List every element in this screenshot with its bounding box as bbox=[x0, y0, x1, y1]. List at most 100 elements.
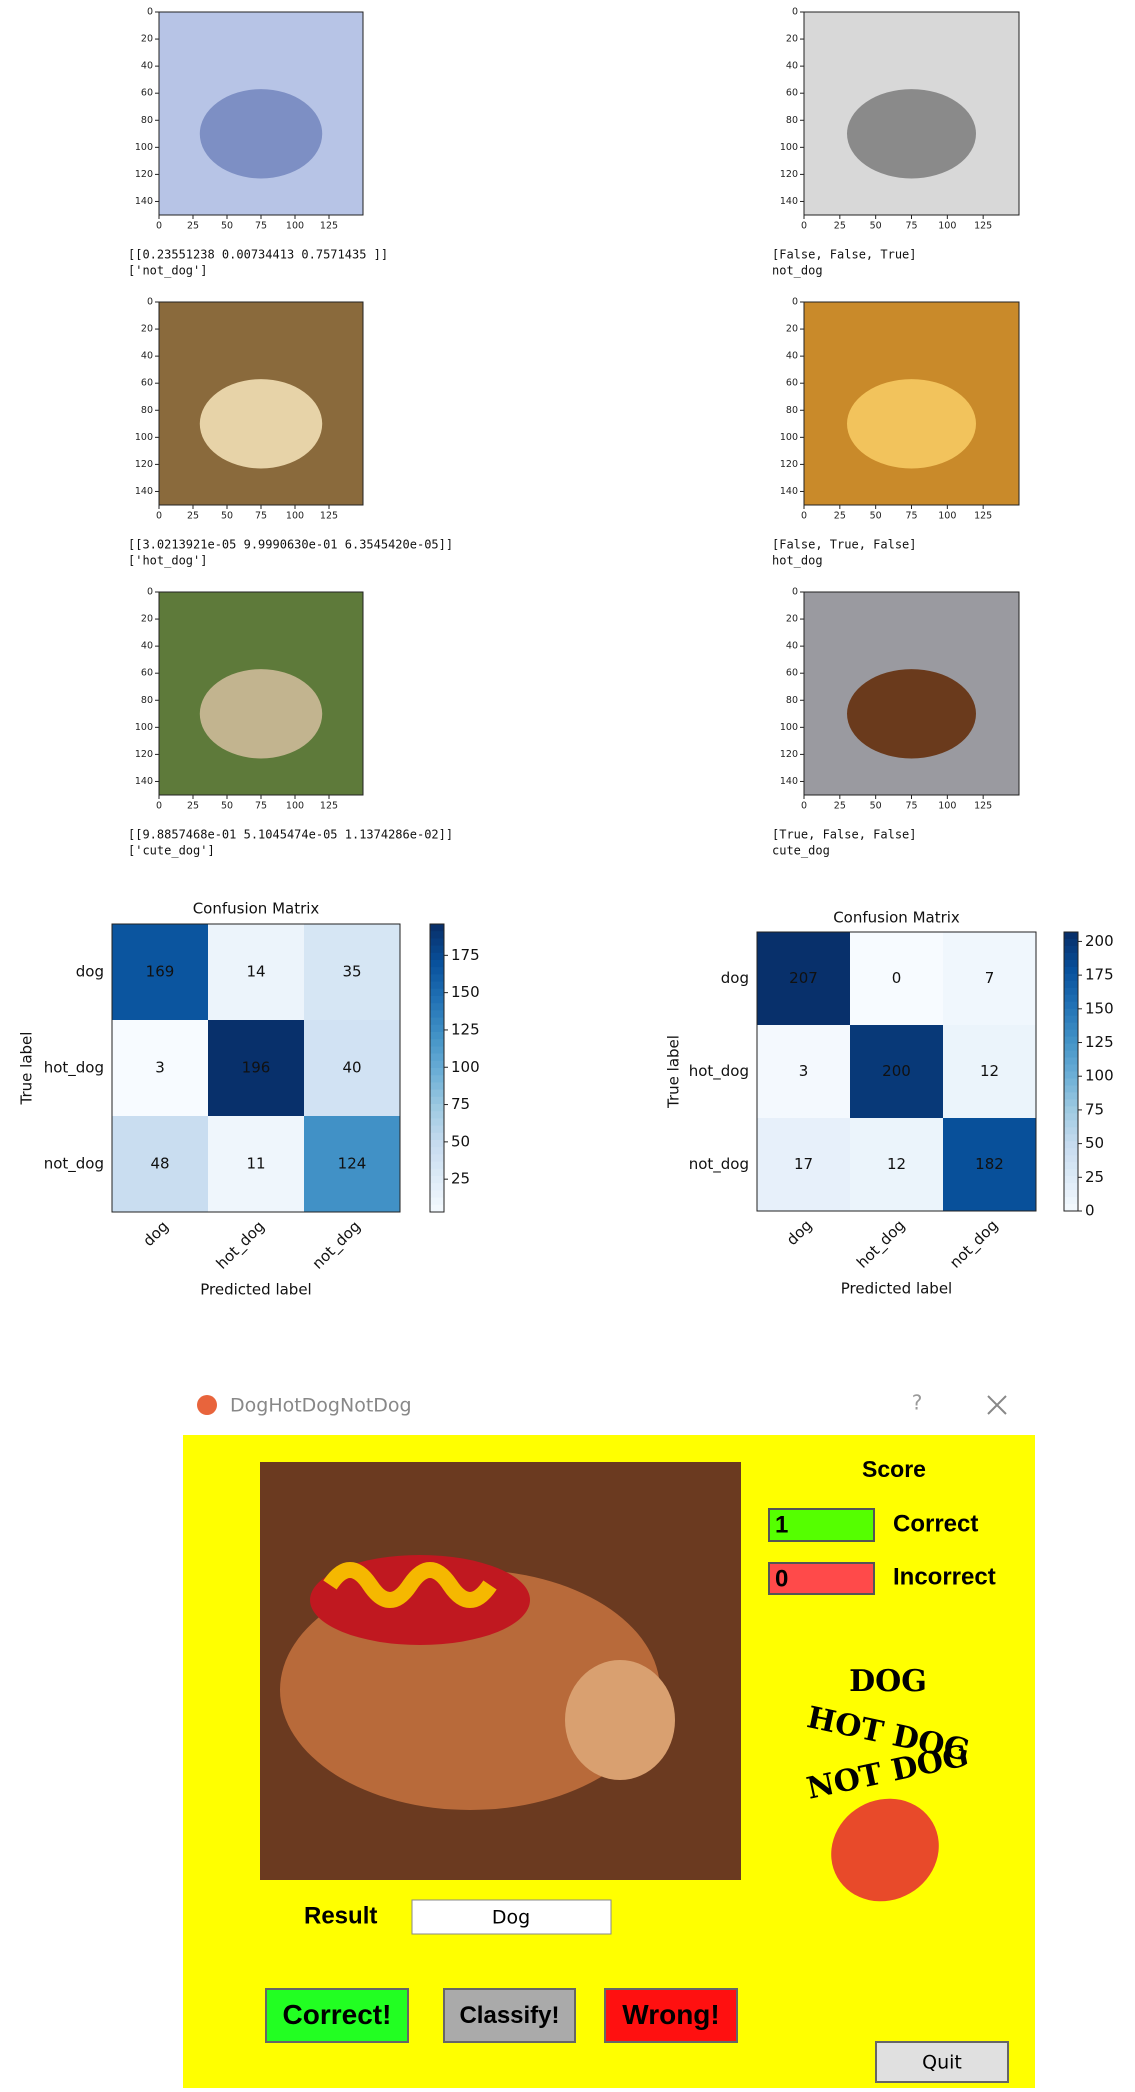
colorbar-step bbox=[1064, 980, 1078, 989]
y-tick-label: 80 bbox=[786, 115, 798, 126]
cell-output: ['hot_dog'] bbox=[128, 554, 207, 568]
x-tick-label: 125 bbox=[320, 801, 338, 812]
colorbar-step bbox=[1064, 966, 1078, 975]
colorbar-step bbox=[1064, 952, 1078, 961]
colorbar-step bbox=[430, 1060, 444, 1069]
cm-value: 3 bbox=[799, 1062, 809, 1080]
button-label[interactable]: Correct! bbox=[283, 1999, 392, 2030]
y-tick-label: 80 bbox=[141, 695, 153, 706]
colorbar-step bbox=[1064, 1022, 1078, 1031]
y-tick-label: 100 bbox=[135, 142, 153, 153]
correct-count: 1 bbox=[775, 1511, 788, 1538]
cell-output: [[0.23551238 0.00734413 0.7571435 ]] bbox=[128, 248, 388, 262]
y-tick-label: 120 bbox=[135, 749, 153, 760]
y-tick-label: 20 bbox=[786, 324, 798, 335]
y-tick-label: 0 bbox=[792, 587, 798, 598]
colorbar-step bbox=[430, 1053, 444, 1062]
cell-output: [False, True, False] bbox=[772, 538, 917, 552]
colorbar-step bbox=[430, 967, 444, 975]
button[interactable] bbox=[604, 1988, 738, 2043]
colorbar-step bbox=[1064, 1176, 1078, 1184]
colorbar-step bbox=[430, 1017, 444, 1026]
colorbar-step bbox=[1064, 1120, 1078, 1128]
cm-value: 7 bbox=[985, 969, 995, 987]
cm-cell bbox=[757, 1118, 850, 1211]
colorbar-step bbox=[430, 1125, 444, 1134]
x-tick-label: 100 bbox=[286, 801, 304, 812]
colorbar-step bbox=[1064, 1092, 1078, 1100]
colorbar-step bbox=[430, 1032, 444, 1040]
y-tick-label: 20 bbox=[141, 34, 153, 45]
colorbar-step bbox=[1064, 1050, 1078, 1059]
colorbar-step bbox=[430, 1003, 444, 1011]
y-tick-label: 80 bbox=[786, 405, 798, 416]
cm-value: 35 bbox=[342, 963, 361, 981]
title-bar bbox=[183, 1388, 1035, 1435]
colorbar-label: 100 bbox=[451, 1058, 480, 1076]
button[interactable] bbox=[875, 2041, 1009, 2083]
y-tick-label: 60 bbox=[786, 668, 798, 679]
cm-frame bbox=[756, 931, 1037, 1212]
x-tick-label: 25 bbox=[187, 511, 199, 522]
colorbar-step bbox=[1064, 1008, 1078, 1017]
score-title: Score bbox=[862, 1456, 926, 1482]
cell-output: ['not_dog'] bbox=[128, 264, 207, 278]
x-tick-label: 75 bbox=[905, 801, 917, 812]
y-tick-label: 100 bbox=[135, 432, 153, 443]
incorrect-count: 0 bbox=[775, 1565, 788, 1592]
colorbar-step bbox=[430, 981, 444, 990]
cm-cell bbox=[943, 932, 1036, 1025]
button-label[interactable]: Classify! bbox=[459, 2002, 559, 2029]
close-button[interactable] bbox=[987, 1395, 1007, 1415]
colorbar-step bbox=[1064, 932, 1078, 940]
button-label[interactable]: Wrong! bbox=[622, 1999, 719, 2030]
cm-title: Confusion Matrix bbox=[833, 909, 960, 927]
x-tick-label: 50 bbox=[870, 221, 882, 232]
colorbar-step bbox=[430, 1154, 444, 1163]
cm-cell bbox=[112, 1116, 208, 1212]
cm-cell bbox=[943, 1025, 1036, 1118]
y-tick-label: 20 bbox=[786, 34, 798, 45]
col-label: dog bbox=[139, 1217, 172, 1250]
cm-value: 207 bbox=[789, 969, 818, 987]
y-tick-label: 120 bbox=[135, 459, 153, 470]
colorbar-step bbox=[430, 1118, 444, 1127]
cm-value: 3 bbox=[155, 1059, 165, 1077]
cm-cell bbox=[850, 932, 943, 1025]
colorbar-step bbox=[430, 1068, 444, 1076]
x-tick-label: 50 bbox=[221, 221, 233, 232]
colorbar-step bbox=[430, 952, 444, 961]
x-tick-label: 125 bbox=[320, 221, 338, 232]
help-button[interactable]: ? bbox=[912, 1391, 923, 1415]
colorbar-label: 150 bbox=[1085, 999, 1114, 1017]
x-tick-label: 50 bbox=[870, 801, 882, 812]
colorbar-step bbox=[1064, 1155, 1078, 1163]
y-tick-label: 140 bbox=[135, 776, 153, 787]
image-subject bbox=[199, 379, 323, 469]
x-tick-label: 125 bbox=[974, 801, 992, 812]
result-label: Result bbox=[304, 1902, 377, 1929]
colorbar-step bbox=[430, 1039, 444, 1047]
colorbar-label: 175 bbox=[1085, 966, 1114, 984]
y-tick-label: 60 bbox=[786, 378, 798, 389]
colorbar-step bbox=[430, 1176, 444, 1184]
button-label[interactable]: Quit bbox=[922, 2052, 962, 2074]
y-tick-label: 40 bbox=[141, 351, 153, 362]
cm-cell bbox=[112, 1020, 208, 1116]
correct-box bbox=[768, 1508, 875, 1542]
colorbar-frame bbox=[1063, 931, 1079, 1212]
x-tick-label: 125 bbox=[320, 511, 338, 522]
colorbar-label: 200 bbox=[1085, 932, 1114, 950]
colorbar-label: 75 bbox=[451, 1095, 470, 1113]
y-tick-label: 100 bbox=[780, 432, 798, 443]
button[interactable] bbox=[265, 1988, 409, 2043]
button[interactable] bbox=[443, 1988, 576, 2043]
y-tick-label: 140 bbox=[135, 196, 153, 207]
colorbar-step bbox=[1064, 1197, 1078, 1205]
colorbar-step bbox=[1064, 1141, 1078, 1149]
colorbar-label: 125 bbox=[451, 1020, 480, 1038]
photo-head bbox=[565, 1660, 675, 1780]
colorbar-step bbox=[1064, 1169, 1078, 1177]
